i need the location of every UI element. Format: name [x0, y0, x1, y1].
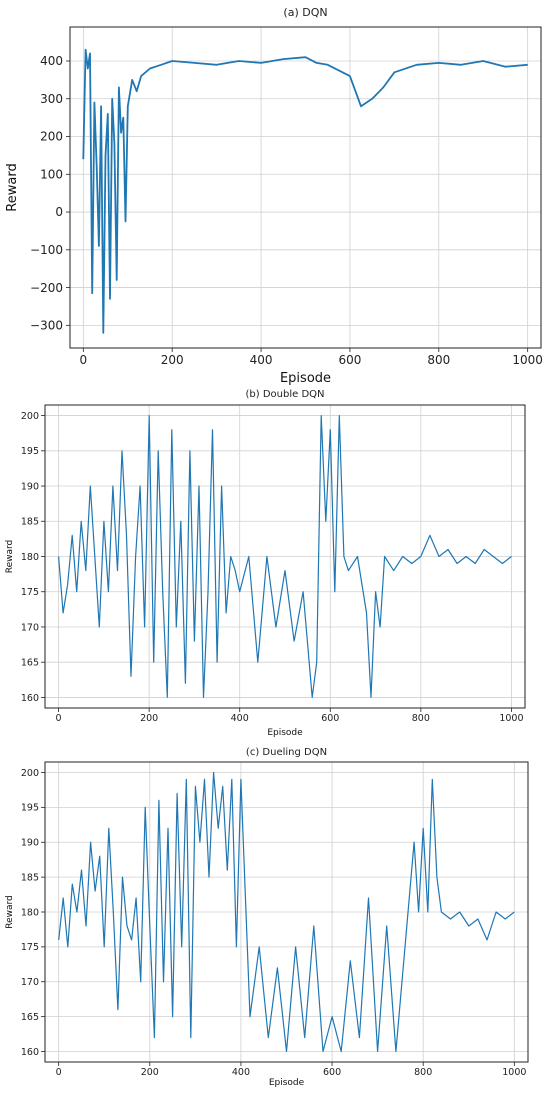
x-tick-label: 0	[56, 1067, 62, 1078]
y-tick-label: 165	[21, 1012, 39, 1023]
x-tick-label: 0	[80, 353, 88, 367]
chart-title: (c) Dueling DQN	[246, 747, 327, 758]
y-tick-label: 185	[21, 872, 39, 883]
y-tick-label: −200	[30, 281, 63, 295]
x-tick-label: 400	[231, 713, 249, 724]
y-tick-label: 200	[21, 768, 39, 779]
y-tick-label: 200	[40, 130, 63, 144]
x-tick-label: 400	[250, 353, 273, 367]
x-axis-label: Episode	[267, 728, 303, 738]
x-tick-label: 1000	[502, 1067, 526, 1078]
x-tick-label: 200	[140, 713, 158, 724]
y-axis-label: Reward	[5, 895, 15, 929]
x-tick-label: 400	[232, 1067, 250, 1078]
y-tick-label: 180	[21, 907, 39, 918]
x-tick-label: 600	[321, 713, 339, 724]
x-tick-label: 200	[161, 353, 184, 367]
y-axis-label: Reward	[5, 540, 15, 574]
y-axis-label: Reward	[5, 163, 20, 211]
x-tick-label: 800	[412, 713, 430, 724]
y-tick-label: 180	[21, 552, 39, 563]
panel-dqn: 0 200 400 600 800 1000 −300 −200 −100 0 100 200 300 4…	[0, 0, 550, 385]
y-tick-label: 0	[55, 205, 63, 219]
x-tick-label: 600	[323, 1067, 341, 1078]
y-tick-label: 195	[21, 446, 39, 457]
y-tick-label: −100	[30, 243, 63, 257]
x-tick-label: 800	[427, 353, 450, 367]
y-tick-label: 185	[21, 517, 39, 528]
y-tick-label: 190	[21, 838, 39, 849]
y-tick-label: 400	[40, 54, 63, 68]
y-tick-label: 175	[21, 942, 39, 953]
y-tick-label: 175	[21, 587, 39, 598]
panel-double-dqn: 0 200 400 600 800 1000 160 165 170 175 180 185 190 19…	[0, 385, 550, 740]
reward-series-line	[82, 48, 528, 334]
y-tick-label: 195	[21, 803, 39, 814]
dqn-chart: 0 200 400 600 800 1000 −300 −200 −100 0 100 200 300 4…	[5, 6, 543, 385]
x-tick-label: 0	[56, 713, 62, 724]
x-tick-label: 1000	[512, 353, 543, 367]
y-tick-label: 170	[21, 622, 39, 633]
dueling-dqn-chart: 0 200 400 600 800 1000 160 165 170 175 180 185 190 19…	[5, 747, 529, 1088]
chart-title: (a) DQN	[283, 6, 327, 19]
x-tick-label: 200	[141, 1067, 159, 1078]
x-axis-label: Episode	[269, 1078, 305, 1088]
double-dqn-chart: 0 200 400 600 800 1000 160 165 170 175 180 185 190 19…	[5, 389, 526, 738]
x-tick-label: 600	[338, 353, 361, 367]
y-tick-label: 165	[21, 658, 39, 669]
y-tick-label: −300	[30, 319, 63, 333]
reward-series-line	[58, 415, 512, 698]
y-tick-label: 170	[21, 977, 39, 988]
y-tick-label: 160	[21, 693, 39, 704]
panel-dueling-dqn: 0 200 400 600 800 1000 160 165 170 175 180 185 190 19…	[0, 740, 550, 1093]
plot-frame	[69, 26, 542, 349]
y-tick-label: 100	[40, 167, 63, 181]
y-tick-label: 160	[21, 1047, 39, 1058]
reward-series-line	[58, 771, 515, 1053]
chart-title: (b) Double DQN	[246, 389, 325, 400]
y-tick-label: 200	[21, 411, 39, 422]
y-tick-label: 190	[21, 481, 39, 492]
x-tick-label: 1000	[499, 713, 523, 724]
x-axis-label: Episode	[280, 371, 331, 385]
x-tick-label: 800	[414, 1067, 432, 1078]
y-tick-label: 300	[40, 92, 63, 106]
